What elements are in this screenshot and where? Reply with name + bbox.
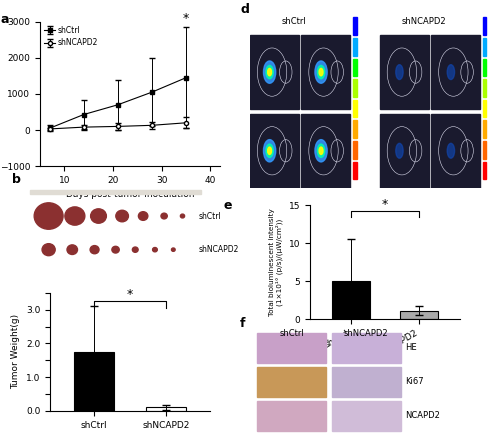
Text: HE: HE xyxy=(406,343,417,352)
Ellipse shape xyxy=(65,207,85,225)
Bar xyxy=(380,35,429,109)
Ellipse shape xyxy=(319,69,323,76)
Bar xyxy=(250,114,299,188)
Ellipse shape xyxy=(264,61,276,83)
Bar xyxy=(353,59,356,76)
Bar xyxy=(353,100,356,118)
Ellipse shape xyxy=(266,66,274,79)
Text: *: * xyxy=(382,198,388,211)
Bar xyxy=(332,333,400,363)
Ellipse shape xyxy=(180,214,184,218)
Text: shCtrl: shCtrl xyxy=(282,17,306,27)
Bar xyxy=(353,162,356,179)
Bar xyxy=(250,35,299,109)
Bar xyxy=(353,141,356,159)
Bar xyxy=(332,281,370,319)
Ellipse shape xyxy=(90,209,106,223)
Ellipse shape xyxy=(396,143,403,158)
Text: Ki67: Ki67 xyxy=(406,377,424,386)
Ellipse shape xyxy=(161,213,168,219)
Bar xyxy=(380,114,429,188)
Bar xyxy=(332,401,400,430)
Ellipse shape xyxy=(447,143,454,158)
Bar xyxy=(483,162,486,179)
Bar xyxy=(353,121,356,138)
Bar xyxy=(258,367,326,397)
Bar xyxy=(483,79,486,97)
Bar xyxy=(332,367,400,397)
Ellipse shape xyxy=(318,66,324,79)
Bar xyxy=(353,79,356,97)
Bar xyxy=(483,59,486,76)
Ellipse shape xyxy=(447,65,454,80)
Bar xyxy=(30,190,201,194)
Text: shCtrl: shCtrl xyxy=(198,212,221,221)
Y-axis label: Total bioluminescent intensity
(1×10¹° (p/s)/(μW/cm²)): Total bioluminescent intensity (1×10¹° (… xyxy=(268,208,283,316)
Ellipse shape xyxy=(138,212,148,220)
Y-axis label: Tumor Weight(g): Tumor Weight(g) xyxy=(12,314,20,389)
Ellipse shape xyxy=(315,140,327,162)
Text: shNCAPD2: shNCAPD2 xyxy=(402,17,446,27)
Bar xyxy=(483,100,486,118)
Ellipse shape xyxy=(112,246,119,253)
Ellipse shape xyxy=(318,144,324,157)
Ellipse shape xyxy=(319,147,323,155)
Ellipse shape xyxy=(268,147,272,155)
Bar xyxy=(483,17,486,35)
Bar xyxy=(353,38,356,55)
Ellipse shape xyxy=(315,61,327,83)
Ellipse shape xyxy=(396,65,403,80)
Bar xyxy=(302,114,350,188)
Bar xyxy=(258,401,326,430)
Text: f: f xyxy=(240,317,246,330)
Text: shNCAPD2: shNCAPD2 xyxy=(344,329,389,339)
Bar xyxy=(400,311,438,319)
Legend: shCtrl, shNCAPD2: shCtrl, shNCAPD2 xyxy=(44,26,98,48)
Ellipse shape xyxy=(67,245,78,254)
Bar xyxy=(432,114,480,188)
Bar xyxy=(483,121,486,138)
Ellipse shape xyxy=(34,203,63,229)
Text: NCAPD2: NCAPD2 xyxy=(406,411,440,420)
Bar xyxy=(74,352,114,411)
Ellipse shape xyxy=(172,248,175,251)
Bar xyxy=(302,35,350,109)
Text: *: * xyxy=(183,13,189,25)
Ellipse shape xyxy=(266,144,274,157)
Text: d: d xyxy=(240,3,249,16)
Bar xyxy=(483,38,486,55)
Bar xyxy=(432,35,480,109)
Text: shCtrl: shCtrl xyxy=(280,329,304,339)
Ellipse shape xyxy=(42,244,55,256)
Bar xyxy=(258,333,326,363)
X-axis label: Days post-tumor inoculation: Days post-tumor inoculation xyxy=(66,191,194,199)
Bar xyxy=(146,407,186,411)
Text: *: * xyxy=(127,288,133,301)
Ellipse shape xyxy=(132,247,138,252)
Bar xyxy=(483,141,486,159)
Text: a: a xyxy=(0,13,9,26)
Ellipse shape xyxy=(264,140,276,162)
Text: shNCAPD2: shNCAPD2 xyxy=(198,245,238,254)
Ellipse shape xyxy=(268,69,272,76)
Ellipse shape xyxy=(90,246,99,254)
Text: b: b xyxy=(12,173,22,187)
Text: e: e xyxy=(223,198,232,212)
Bar xyxy=(353,17,356,35)
Ellipse shape xyxy=(116,210,128,222)
Ellipse shape xyxy=(152,247,158,252)
